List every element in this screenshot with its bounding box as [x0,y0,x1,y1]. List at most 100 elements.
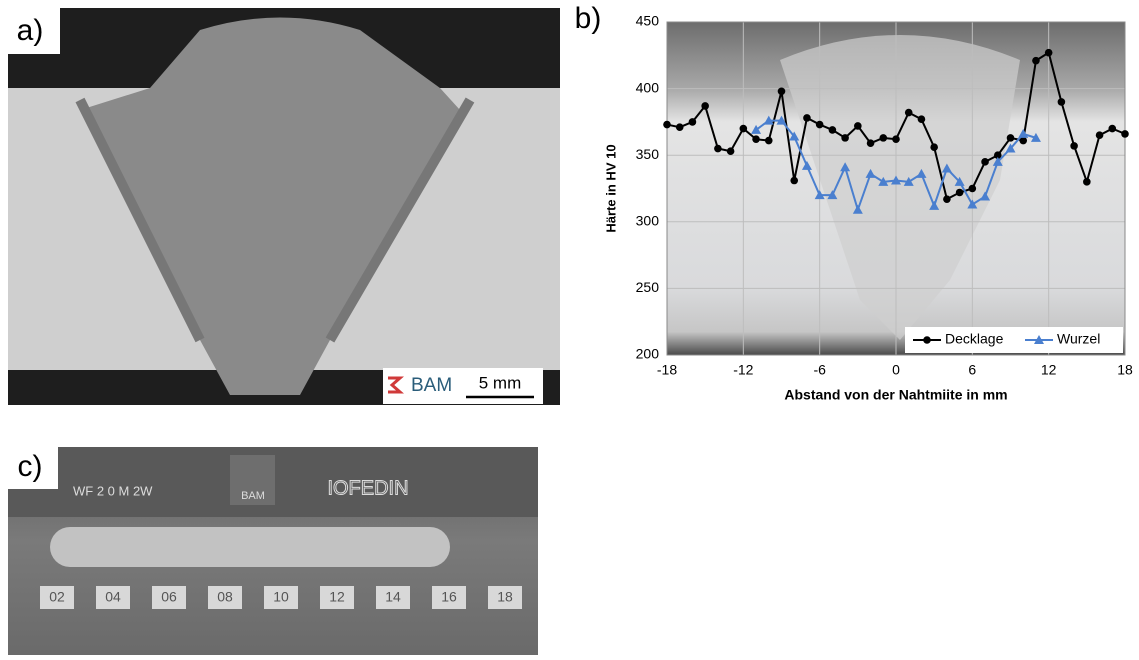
marker [752,135,760,144]
marker [954,176,965,186]
marker [930,143,938,152]
marker [1108,124,1117,133]
x-tick-label: 6 [968,362,976,378]
marker [878,176,889,186]
plate-label: 04 [105,589,121,605]
marker [917,115,926,124]
plate-label: 10 [273,589,289,605]
plate [96,586,130,609]
x-tick-label: 18 [1117,362,1133,378]
marker [916,168,927,178]
marker [828,126,837,134]
marker [892,135,900,144]
marker [1070,142,1078,150]
chart: b) 200 250 300 350 400 450 -18 -12 -6 0 6 12 18 Abstan… [575,2,1133,403]
marker [992,156,1003,166]
marker [1034,335,1044,344]
marker [790,176,799,185]
marker [993,151,1002,159]
marker [943,195,951,203]
marker [739,124,748,133]
marker [1005,143,1016,153]
plate [152,586,186,609]
marker [827,190,838,200]
marker [701,102,709,110]
marker [714,144,722,153]
marker [776,115,787,125]
x-axis-title: Abstand von der Nahtmiite in mm [784,387,1007,403]
plates: 02 04 06 08 10 12 14 16 18 [40,586,522,609]
scale-bar-label: 5 mm [479,373,522,392]
plate-label: 12 [329,589,345,605]
marker [929,200,940,210]
y-tick-label: 450 [636,13,660,29]
marker [814,190,825,200]
marker [1083,178,1091,186]
panel-c-image [8,447,538,655]
marker [1032,56,1040,65]
plate [320,586,354,609]
marker [1044,48,1053,57]
label-box [8,447,58,489]
marker [891,175,901,185]
logo-icon [388,376,404,394]
x-tick-label: -6 [813,362,826,378]
marker [688,118,697,126]
x-tick-label: -12 [733,362,753,378]
marker [675,123,684,132]
plate [264,586,298,609]
panel-a-image [8,8,560,405]
marker [801,160,812,170]
legend-label: Wurzel [1057,331,1100,347]
marker [763,115,774,125]
stamp: IOFEDIN [327,477,408,499]
marker [968,184,977,193]
plate-label: 06 [161,589,177,605]
marking: WF 2 0 M 2W [73,483,153,498]
marker [852,204,863,214]
y-tick-label: 250 [636,279,660,295]
logo-text: BAM [411,375,452,396]
plate [488,586,522,609]
marker [967,199,978,209]
plate-label: 16 [441,589,457,605]
plate [376,586,410,609]
x-tick-label: 12 [1041,362,1057,378]
panel-label: a) [17,14,44,47]
marker [980,191,991,201]
marker [981,158,989,166]
marker [841,134,849,142]
marker [854,122,862,130]
marker [1095,131,1104,140]
y-axis-title: Härte in HV 10 [603,144,618,232]
marker [866,139,875,148]
marker [941,163,952,173]
x-tick-label: -18 [657,362,677,378]
marker [751,124,762,134]
marker [903,176,914,186]
marker [803,114,811,122]
plate-label: 02 [49,589,65,605]
marker [1018,128,1029,138]
y-tick-label: 400 [636,79,660,95]
marker [815,120,824,129]
marker [764,136,773,145]
marker [663,120,671,129]
y-tick-label: 350 [636,146,660,162]
plate-label: 18 [497,589,513,605]
plot-frame [666,21,1126,356]
legend-box [905,327,1123,353]
marker [1057,98,1066,106]
marker [865,168,876,178]
marker [879,134,888,142]
plate-label: 08 [217,589,233,605]
x-tick-label: 0 [892,362,900,378]
legend-label: Decklage [945,331,1004,347]
plate [208,586,242,609]
label-box [8,8,60,54]
marker [1006,134,1015,142]
marker [1121,130,1129,138]
plate-label: 14 [385,589,401,605]
plate [432,586,466,609]
